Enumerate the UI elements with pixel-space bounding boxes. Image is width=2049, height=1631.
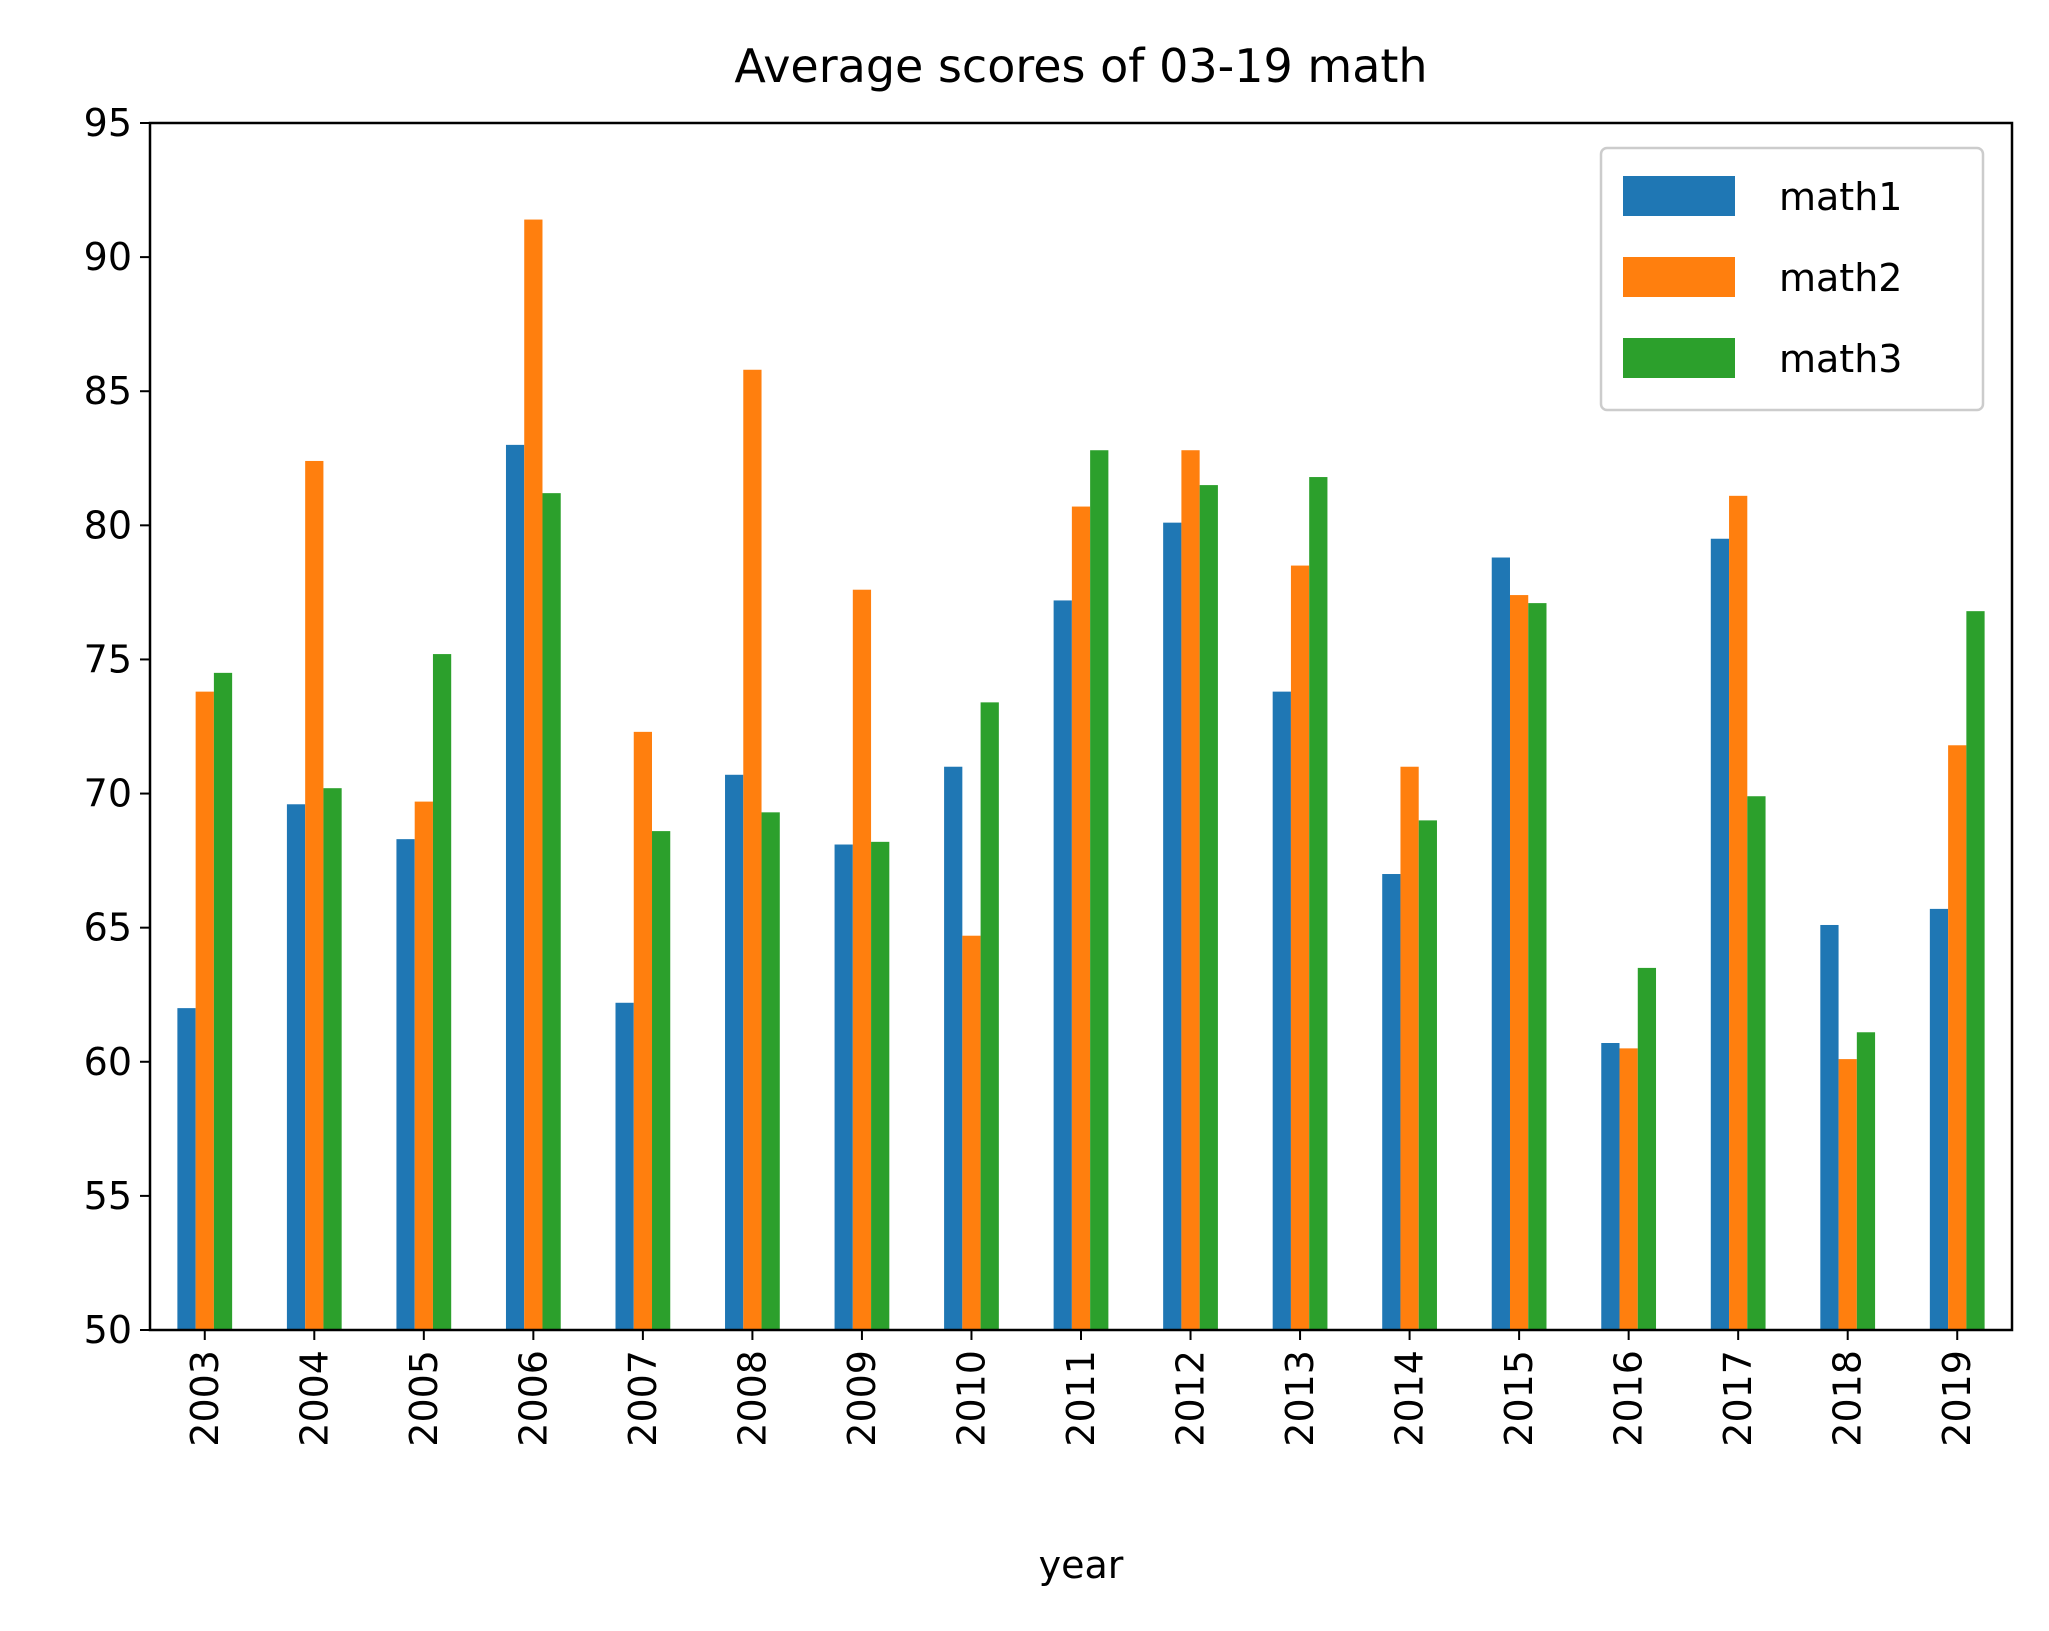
bar-math3-2007 xyxy=(652,831,671,1330)
bar-math3-2006 xyxy=(542,493,561,1330)
x-tick-label: 2012 xyxy=(1169,1350,1213,1447)
bar-math1-2003 xyxy=(177,1008,196,1330)
legend-label-math1: math1 xyxy=(1779,175,1902,219)
legend-label-math3: math3 xyxy=(1779,337,1902,381)
x-tick-label: 2016 xyxy=(1607,1350,1651,1447)
bar-math3-2005 xyxy=(432,654,452,1330)
x-tick-label: 2005 xyxy=(402,1350,446,1447)
bar-math1-2006 xyxy=(505,444,525,1330)
x-tick-label: 2006 xyxy=(511,1350,555,1447)
chart-title: Average scores of 03-19 math xyxy=(734,39,1427,93)
bar-math2-2006 xyxy=(524,219,543,1330)
x-tick-label: 2010 xyxy=(949,1350,993,1447)
bar-math1-2019 xyxy=(1929,908,1949,1330)
bar-math2-2007 xyxy=(633,731,652,1330)
bar-math2-2005 xyxy=(414,801,433,1330)
bar-math1-2004 xyxy=(286,804,306,1330)
x-axis-label: year xyxy=(1039,1543,1124,1587)
legend-swatch-math3 xyxy=(1623,338,1735,378)
y-tick-label: 95 xyxy=(84,101,132,145)
bar-math1-2012 xyxy=(1163,522,1182,1330)
bar-math3-2012 xyxy=(1199,485,1218,1331)
bar-math3-2010 xyxy=(980,702,999,1330)
bar-math3-2015 xyxy=(1528,603,1547,1330)
bar-math2-2014 xyxy=(1400,766,1419,1330)
bar-math2-2010 xyxy=(962,935,981,1330)
y-tick-label: 50 xyxy=(84,1308,132,1352)
bar-math2-2019 xyxy=(1948,745,1967,1330)
bar-math2-2018 xyxy=(1838,1059,1857,1330)
legend-swatch-math2 xyxy=(1623,257,1735,297)
bar-math2-2009 xyxy=(852,589,872,1330)
x-tick-label: 2015 xyxy=(1497,1350,1541,1447)
x-tick-label: 2003 xyxy=(183,1350,227,1447)
bar-math3-2013 xyxy=(1309,477,1328,1330)
legend: math1 math2 math3 xyxy=(1599,146,1985,412)
bar-math3-2011 xyxy=(1090,450,1109,1331)
bar-math2-2004 xyxy=(305,460,324,1331)
bar-math1-2011 xyxy=(1053,600,1072,1330)
bar-math2-2013 xyxy=(1290,565,1310,1330)
bar-math3-2018 xyxy=(1856,1032,1876,1330)
y-tick-label: 55 xyxy=(84,1174,132,1218)
bar-math1-2010 xyxy=(944,766,963,1330)
x-tick-label: 2014 xyxy=(1388,1350,1432,1447)
bar-math1-2016 xyxy=(1601,1043,1620,1330)
bar-math3-2008 xyxy=(761,812,780,1330)
legend-label-math2: math2 xyxy=(1779,256,1902,300)
bar-math3-2004 xyxy=(323,788,342,1330)
legend-swatch-math1 xyxy=(1623,176,1735,216)
bar-math3-2016 xyxy=(1637,967,1657,1330)
bar-math2-2003 xyxy=(195,691,214,1330)
y-tick-label: 90 xyxy=(84,235,132,279)
bar-math2-2011 xyxy=(1071,506,1091,1330)
bar-math1-2005 xyxy=(396,839,415,1330)
bar-math1-2017 xyxy=(1710,538,1730,1330)
x-tick-label: 2004 xyxy=(292,1350,336,1447)
bar-math1-2007 xyxy=(615,1002,634,1330)
y-tick-label: 75 xyxy=(84,637,132,681)
y-tick-label: 60 xyxy=(84,1040,132,1084)
x-tick-label: 2008 xyxy=(730,1350,774,1447)
bar-math1-2014 xyxy=(1382,874,1401,1330)
plot-frame xyxy=(148,121,2014,1332)
bar-math3-2003 xyxy=(213,672,233,1330)
bar-math2-2008 xyxy=(743,369,762,1330)
bar-math1-2009 xyxy=(834,844,853,1330)
bar-math3-2017 xyxy=(1747,796,1766,1330)
bar-math1-2018 xyxy=(1820,924,1839,1330)
y-tick-label: 65 xyxy=(84,906,132,950)
y-tick-label: 85 xyxy=(84,369,132,413)
bar-math2-2015 xyxy=(1509,595,1529,1330)
x-tick-label: 2011 xyxy=(1059,1350,1103,1447)
bar-math2-2012 xyxy=(1181,450,1200,1331)
x-tick-label: 2017 xyxy=(1716,1350,1760,1447)
bar-math3-2019 xyxy=(1966,611,1985,1330)
x-tick-label: 2009 xyxy=(840,1350,884,1447)
x-tick-label: 2018 xyxy=(1826,1350,1870,1447)
y-tick-label: 80 xyxy=(84,503,132,547)
x-tick-label: 2007 xyxy=(621,1350,665,1447)
x-tick-label: 2019 xyxy=(1935,1350,1979,1447)
bar-math3-2009 xyxy=(871,841,890,1330)
axes-layer: 50 55 60 65 70 75 80 85 90 95 2003 2004 2005 2006 2007… xyxy=(84,101,2014,1447)
bar-math3-2014 xyxy=(1418,820,1437,1330)
bar-math1-2015 xyxy=(1491,557,1510,1330)
bar-math1-2013 xyxy=(1272,691,1291,1330)
y-tick-label: 70 xyxy=(84,772,132,816)
bar-math2-2016 xyxy=(1619,1048,1638,1330)
x-tick-label: 2013 xyxy=(1278,1350,1322,1447)
bar-math2-2017 xyxy=(1729,495,1748,1331)
bars-layer xyxy=(177,219,1985,1331)
bar-math1-2008 xyxy=(725,774,744,1330)
